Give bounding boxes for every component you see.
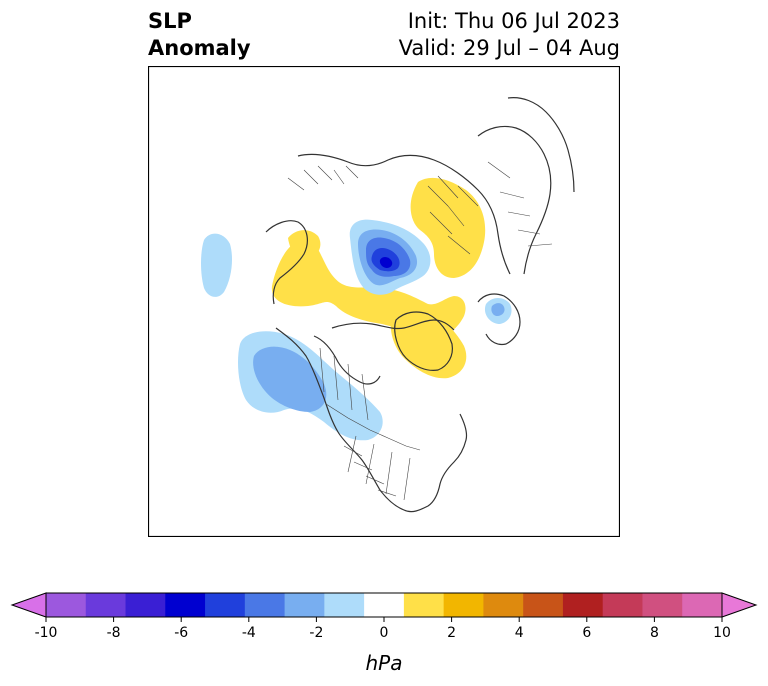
colorbar-tick-label: -4 [242, 625, 256, 641]
colorbar-swatch [443, 593, 484, 617]
colorbar-extension-low [10, 592, 47, 618]
colorbar-extension-high [721, 592, 758, 618]
negative-anomaly-arctic-center [379, 257, 393, 268]
colorbar-swatch [85, 593, 127, 617]
colorbar-swatch [523, 593, 564, 617]
russia-region-lines [427, 175, 479, 255]
colorbar-swatch [642, 593, 683, 617]
negative-anomaly-europe-core [491, 303, 505, 316]
colorbar-swatch [602, 593, 643, 617]
negative-anomaly-atlantic [201, 233, 232, 297]
colorbar-tick-label: 10 [713, 625, 731, 641]
colorbar-tick-label: 0 [380, 625, 389, 641]
colorbar-tick-label: 4 [515, 625, 524, 641]
greenland-coast [394, 311, 453, 371]
title-line-1: SLP [148, 9, 192, 33]
asia-country-lines [487, 161, 553, 247]
colorbar-swatch [165, 593, 206, 617]
colorbar-swatch [682, 593, 723, 617]
colorbar-swatch [562, 593, 604, 617]
colorbar-swatch [483, 593, 524, 617]
canada-arctic-coast [331, 319, 455, 331]
north-america-coast [275, 327, 468, 513]
anomaly-map [148, 66, 620, 537]
colorbar-swatch [205, 593, 246, 617]
hudson-bay-coast [313, 335, 381, 385]
negative-anomaly-pacific-inner [253, 346, 327, 412]
valid-range: Valid: 29 Jul – 04 Aug [398, 36, 620, 60]
colorbar-swatch [403, 593, 445, 617]
colorbar-ticks: -10 -8 -6 -4 -2 0 2 4 6 8 10 [35, 617, 731, 641]
colorbar-unit: hPa [366, 651, 403, 675]
colorbar-tick-label: 6 [582, 625, 591, 641]
init-date: Init: Thu 06 Jul 2023 [407, 9, 620, 33]
political-boundaries [287, 161, 553, 501]
colorbar-tick-label: 8 [650, 625, 659, 641]
asia-east-coast [507, 97, 575, 193]
alaska-coast [265, 220, 308, 305]
colorbar-tick-label: -2 [309, 625, 323, 641]
map-title: SLP Anomaly [148, 8, 251, 62]
colorbar-swatches [10, 592, 758, 618]
colorbar: -10 -8 -6 -4 -2 0 2 4 6 8 10 hPa [10, 592, 758, 675]
colorbar-tick-label: -6 [174, 625, 188, 641]
colorbar-tick-label: 2 [447, 625, 456, 641]
coastlines [265, 97, 575, 513]
asia-pacific-coast [477, 125, 552, 275]
us-state-lines [343, 435, 411, 501]
colorbar-swatch [46, 593, 87, 617]
eurasia-north-coast [297, 153, 511, 275]
forecast-dates: Init: Thu 06 Jul 2023 Valid: 29 Jul – 04… [399, 8, 620, 62]
colorbar-tick-label: -8 [107, 625, 121, 641]
us-canada-border [325, 403, 421, 451]
colorbar-swatch [244, 593, 286, 617]
positive-anomaly-siberia [410, 177, 486, 278]
positive-anomaly-greenland [390, 306, 467, 379]
colorbar-swatch [125, 593, 166, 617]
colorbar-tick-label: -10 [35, 625, 58, 641]
anomaly-contours [201, 177, 512, 441]
positive-anomaly-canada-west [288, 230, 321, 261]
title-line-2: Anomaly [148, 36, 251, 60]
colorbar-swatch [284, 593, 325, 617]
colorbar-swatch [364, 593, 405, 617]
europe-country-lines [287, 165, 359, 191]
colorbar-swatch [324, 593, 365, 617]
europe-coast [477, 293, 521, 346]
canada-province-lines [319, 347, 369, 421]
map-frame [148, 66, 620, 537]
